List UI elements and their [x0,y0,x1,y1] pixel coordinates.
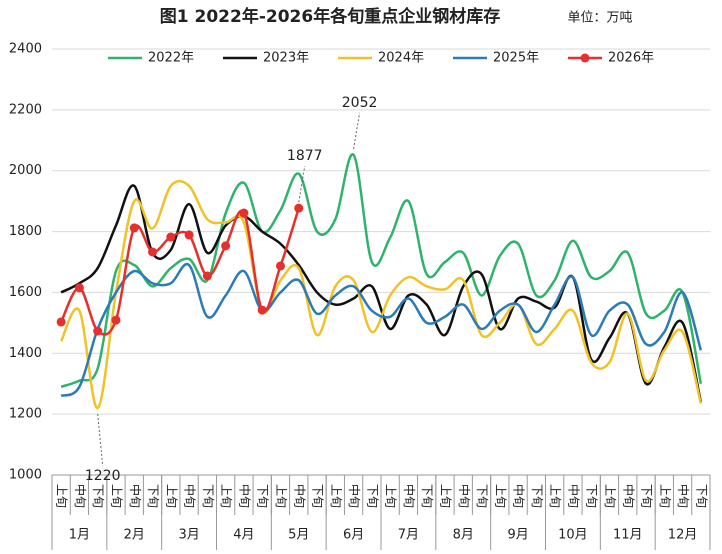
data-point [111,315,121,325]
x-tick-label: 上旬 [55,484,69,508]
series-line [60,184,703,403]
x-tick-label: 上旬 [603,484,617,508]
x-tick-label: 下旬 [91,484,105,508]
group-label: 9月 [507,528,528,543]
x-tick-label: 中旬 [457,484,472,508]
group-label: 12月 [668,528,698,543]
annotation: 1220 [85,468,121,484]
unit-label: 单位：万吨 [567,11,632,26]
group-label: 8月 [453,528,474,543]
chart-title: 图1 2022年-2026年各旬重点企业钢材库存 [160,6,500,27]
series-line [60,179,703,410]
x-tick-label: 下旬 [694,484,708,508]
x-tick-label: 上旬 [658,484,672,508]
y-tick-label: 1200 [9,407,42,422]
group-label: 7月 [398,528,419,543]
data-point [148,247,158,257]
group-label: 11月 [613,528,643,543]
y-tick-label: 1600 [9,285,42,300]
legend-label: 2023年 [263,51,309,66]
data-point [257,305,267,315]
series-line [60,262,703,398]
x-tick-label: 上旬 [384,484,398,508]
y-tick-label: 2000 [9,163,42,178]
x-tick-label: 下旬 [475,484,489,508]
x-tick-label: 下旬 [585,484,599,508]
group-label: 4月 [233,528,254,543]
group-label: 1月 [69,528,90,543]
data-point [184,230,194,240]
legend-label: 2026年 [608,51,654,66]
x-tick-label: 上旬 [274,484,288,508]
x-tick-label: 中旬 [128,484,143,508]
annotation: 1877 [287,148,323,164]
series-line [60,153,703,388]
x-tick-label: 中旬 [183,484,198,508]
x-tick-label: 中旬 [621,484,636,508]
legend-marker [580,53,590,63]
x-tick-label: 中旬 [237,484,252,508]
y-tick-label: 2400 [9,42,42,57]
y-tick-label: 1400 [9,346,42,361]
y-tick-label: 2200 [9,102,42,117]
x-tick-label: 中旬 [292,484,307,508]
group-label: 6月 [343,528,364,543]
data-point [93,326,103,336]
data-point [239,208,249,218]
x-tick-label: 上旬 [548,484,562,508]
data-point [74,283,84,293]
data-point [56,317,66,327]
x-tick-label: 下旬 [640,484,654,508]
annotation-leader [353,112,361,149]
x-tick-label: 上旬 [109,484,123,508]
x-tick-label: 中旬 [676,484,691,508]
x-tick-label: 中旬 [402,484,417,508]
y-tick-label: 1000 [9,468,42,483]
data-point [294,203,304,213]
x-tick-label: 上旬 [164,484,178,508]
x-tick-label: 中旬 [347,484,362,508]
x-tick-label: 下旬 [420,484,434,508]
data-point [275,261,285,271]
x-tick-label: 下旬 [365,484,379,508]
group-label: 10月 [558,528,588,543]
x-tick-label: 中旬 [566,484,581,508]
x-tick-label: 上旬 [329,484,343,508]
group-label: 2月 [124,528,145,543]
x-tick-label: 上旬 [493,484,507,508]
group-label: 3月 [178,528,199,543]
data-point [202,271,212,281]
x-tick-label: 下旬 [146,484,160,508]
y-tick-label: 1800 [9,224,42,239]
annotation: 2052 [342,95,378,111]
x-tick-label: 下旬 [530,484,544,508]
x-tick-label: 上旬 [219,484,233,508]
data-point [221,241,231,251]
legend-label: 2025年 [493,51,539,66]
x-tick-label: 中旬 [512,484,527,508]
x-tick-label: 上旬 [438,484,452,508]
legend-label: 2024年 [378,51,424,66]
data-point [166,232,176,242]
x-tick-label: 下旬 [201,484,215,508]
x-tick-label: 下旬 [311,484,325,508]
x-tick-label: 下旬 [256,484,270,508]
annotation-leader [97,414,104,467]
legend-label: 2022年 [148,51,194,66]
group-label: 5月 [288,528,309,543]
x-tick-label: 中旬 [73,484,88,508]
data-point [129,223,139,233]
